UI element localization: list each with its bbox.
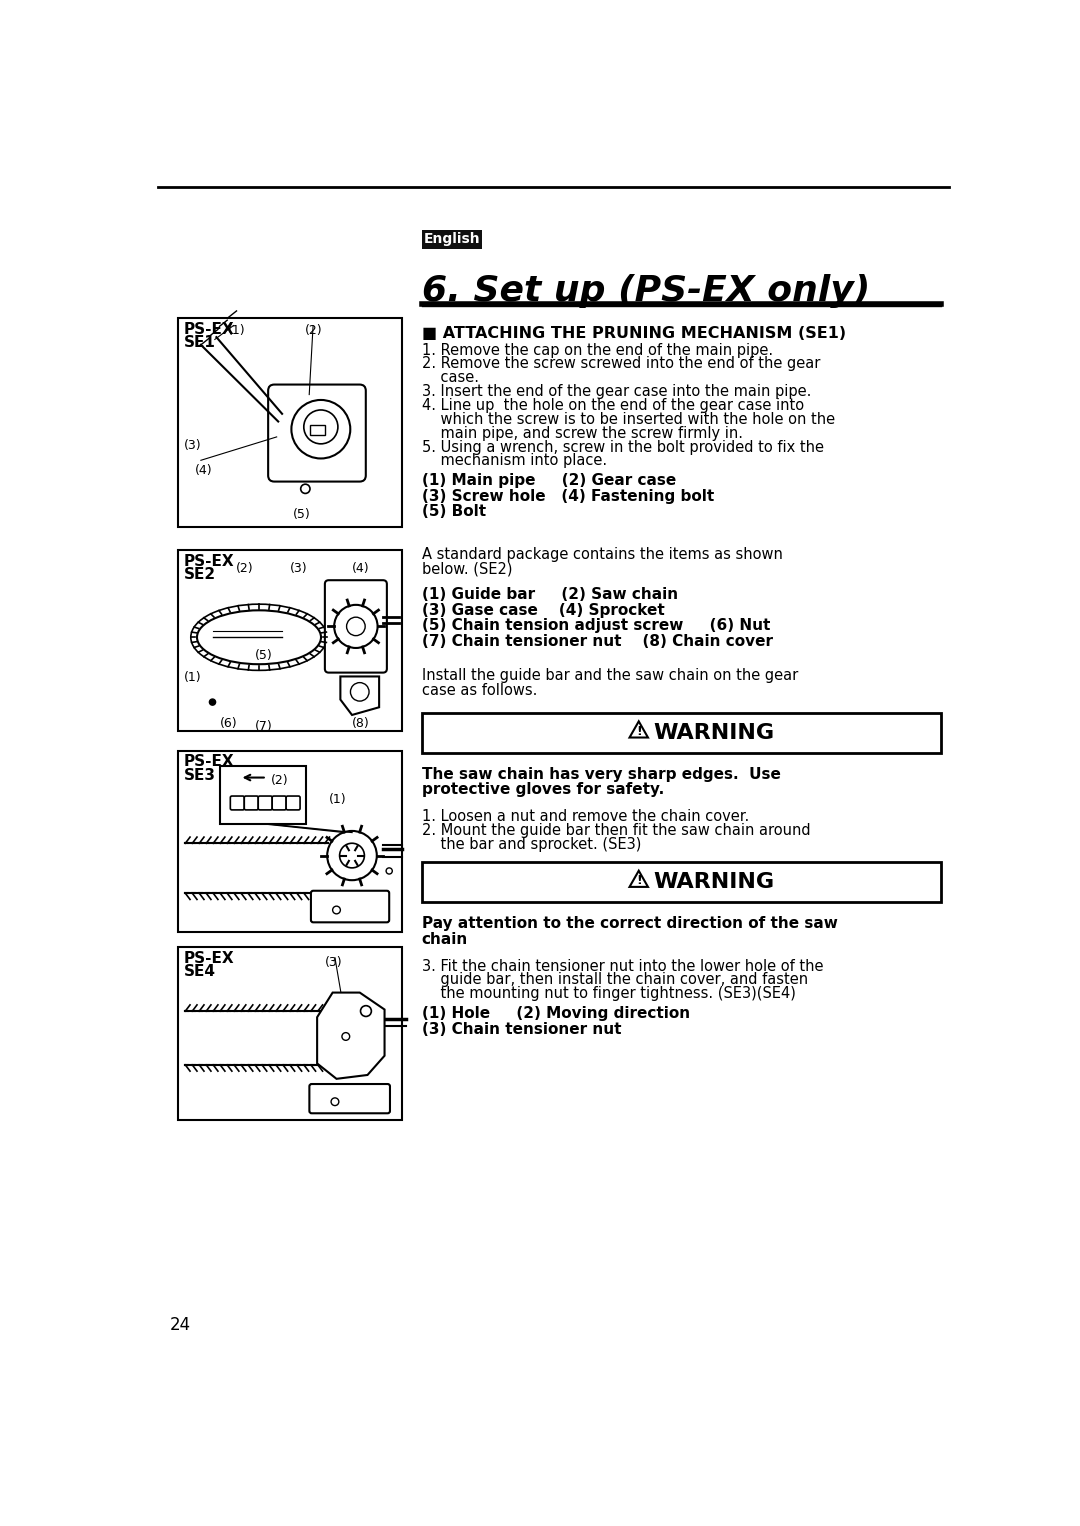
FancyBboxPatch shape <box>325 580 387 673</box>
Circle shape <box>210 699 216 705</box>
Text: SE2: SE2 <box>184 568 216 583</box>
Text: 2. Remove the screw screwed into the end of the gear: 2. Remove the screw screwed into the end… <box>422 357 820 371</box>
FancyBboxPatch shape <box>272 797 286 810</box>
Text: mechanism into place.: mechanism into place. <box>422 453 607 468</box>
Text: (5) Chain tension adjust screw     (6) Nut: (5) Chain tension adjust screw (6) Nut <box>422 618 770 633</box>
Text: protective gloves for safety.: protective gloves for safety. <box>422 783 664 797</box>
Text: main pipe, and screw the screw firmly in.: main pipe, and screw the screw firmly in… <box>422 426 743 441</box>
Text: WARNING: WARNING <box>653 873 774 893</box>
Text: 3. Insert the end of the gear case into the main pipe.: 3. Insert the end of the gear case into … <box>422 385 811 400</box>
Polygon shape <box>318 992 384 1079</box>
Text: English: English <box>423 232 481 246</box>
Text: SE4: SE4 <box>184 964 216 978</box>
Text: (1) Hole     (2) Moving direction: (1) Hole (2) Moving direction <box>422 1006 690 1021</box>
Circle shape <box>361 1006 372 1016</box>
Text: (8): (8) <box>352 717 369 731</box>
Circle shape <box>350 682 369 700</box>
Text: (5): (5) <box>293 508 310 520</box>
Bar <box>177 317 403 528</box>
Text: (3) Screw hole   (4) Fastening bolt: (3) Screw hole (4) Fastening bolt <box>422 488 714 504</box>
Polygon shape <box>630 871 648 887</box>
Text: (3) Gase case    (4) Sprocket: (3) Gase case (4) Sprocket <box>422 603 664 618</box>
FancyBboxPatch shape <box>311 891 389 922</box>
Bar <box>177 751 403 931</box>
Text: 5. Using a wrench, screw in the bolt provided to fix the: 5. Using a wrench, screw in the bolt pro… <box>422 439 824 455</box>
Bar <box>177 551 403 731</box>
Text: the bar and sprocket. (SE3): the bar and sprocket. (SE3) <box>422 836 642 852</box>
Circle shape <box>332 1097 339 1105</box>
Circle shape <box>347 617 365 636</box>
Text: (1): (1) <box>328 794 347 806</box>
Text: the mounting nut to finger tightness. (SE3)(SE4): the mounting nut to finger tightness. (S… <box>422 986 796 1001</box>
Circle shape <box>334 604 378 649</box>
Text: 1. Loosen a nut and remove the chain cover.: 1. Loosen a nut and remove the chain cov… <box>422 809 750 824</box>
Text: which the screw is to be inserted with the hole on the: which the screw is to be inserted with t… <box>422 412 835 427</box>
FancyBboxPatch shape <box>258 797 272 810</box>
FancyBboxPatch shape <box>230 797 244 810</box>
Text: (4): (4) <box>352 562 369 575</box>
Text: (6): (6) <box>220 717 238 731</box>
Ellipse shape <box>197 610 321 664</box>
Text: (5) Bolt: (5) Bolt <box>422 504 486 519</box>
Text: (7): (7) <box>255 720 273 732</box>
Text: guide bar, then install the chain cover, and fasten: guide bar, then install the chain cover,… <box>422 972 808 987</box>
Text: case as follows.: case as follows. <box>422 682 537 697</box>
Bar <box>220 766 306 824</box>
Text: The saw chain has very sharp edges.  Use: The saw chain has very sharp edges. Use <box>422 766 781 781</box>
Text: (2): (2) <box>235 562 254 575</box>
Text: 4. Line up  the hole on the end of the gear case into: 4. Line up the hole on the end of the ge… <box>422 398 804 414</box>
Text: 24: 24 <box>170 1315 191 1334</box>
Text: (2): (2) <box>271 774 288 787</box>
Text: WARNING: WARNING <box>653 723 774 743</box>
Polygon shape <box>340 676 379 716</box>
Text: chain: chain <box>422 931 468 946</box>
Text: (1) Guide bar     (2) Saw chain: (1) Guide bar (2) Saw chain <box>422 588 678 603</box>
Text: 2. Mount the guide bar then fit the saw chain around: 2. Mount the guide bar then fit the saw … <box>422 823 810 838</box>
FancyBboxPatch shape <box>244 797 258 810</box>
Circle shape <box>387 868 392 874</box>
Bar <box>422 713 941 752</box>
Text: Install the guide bar and the saw chain on the gear: Install the guide bar and the saw chain … <box>422 668 798 684</box>
Text: PS-EX: PS-EX <box>184 951 234 966</box>
Circle shape <box>339 844 364 868</box>
Text: A standard package contains the items as shown: A standard package contains the items as… <box>422 546 783 562</box>
Text: (4): (4) <box>194 464 213 478</box>
Text: SE1: SE1 <box>184 334 216 349</box>
FancyBboxPatch shape <box>268 385 366 482</box>
Circle shape <box>327 832 377 881</box>
Text: !: ! <box>636 725 642 739</box>
Text: (1): (1) <box>228 324 245 337</box>
Text: (3): (3) <box>184 439 202 452</box>
Text: ■ ATTACHING THE PRUNING MECHANISM (SE1): ■ ATTACHING THE PRUNING MECHANISM (SE1) <box>422 325 846 340</box>
Bar <box>422 862 941 902</box>
Circle shape <box>327 1000 377 1050</box>
Text: (1): (1) <box>184 671 202 684</box>
Text: PS-EX: PS-EX <box>184 322 234 337</box>
Text: 6. Set up (PS-EX only): 6. Set up (PS-EX only) <box>422 275 870 308</box>
Text: SE3: SE3 <box>184 768 216 783</box>
Text: (7) Chain tensioner nut    (8) Chain cover: (7) Chain tensioner nut (8) Chain cover <box>422 633 773 649</box>
FancyBboxPatch shape <box>286 797 300 810</box>
Text: case.: case. <box>422 371 478 385</box>
Text: (3): (3) <box>325 957 342 969</box>
Text: PS-EX: PS-EX <box>184 554 234 569</box>
FancyBboxPatch shape <box>309 1083 390 1114</box>
Text: (1) Main pipe     (2) Gear case: (1) Main pipe (2) Gear case <box>422 473 676 488</box>
Text: (2): (2) <box>306 324 323 337</box>
Bar <box>177 948 403 1120</box>
Text: (5): (5) <box>255 649 273 662</box>
Text: 3. Fit the chain tensioner nut into the lower hole of the: 3. Fit the chain tensioner nut into the … <box>422 958 823 974</box>
Text: below. (SE2): below. (SE2) <box>422 562 512 577</box>
FancyBboxPatch shape <box>310 424 325 435</box>
Polygon shape <box>630 722 648 737</box>
Text: !: ! <box>636 874 642 887</box>
Text: PS-EX: PS-EX <box>184 754 234 769</box>
Bar <box>422 230 482 249</box>
Circle shape <box>333 906 340 914</box>
Text: (3): (3) <box>291 562 308 575</box>
Circle shape <box>342 1033 350 1041</box>
Text: Pay attention to the correct direction of the saw: Pay attention to the correct direction o… <box>422 916 838 931</box>
Text: (3) Chain tensioner nut: (3) Chain tensioner nut <box>422 1021 621 1036</box>
Text: 1. Remove the cap on the end of the main pipe.: 1. Remove the cap on the end of the main… <box>422 342 773 357</box>
